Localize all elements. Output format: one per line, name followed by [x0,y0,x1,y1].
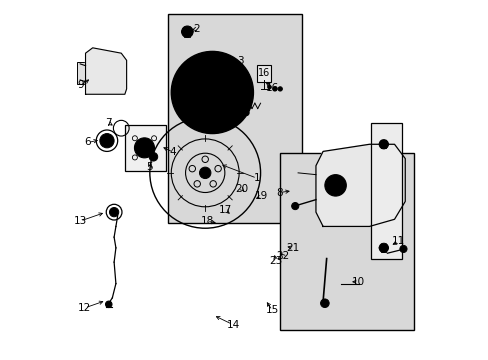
Text: 9: 9 [78,80,84,90]
Text: 19: 19 [255,191,268,201]
Text: 21: 21 [285,243,299,253]
Circle shape [149,153,157,161]
Bar [167,14,301,223]
Text: 14: 14 [226,320,239,330]
Circle shape [243,110,248,116]
Circle shape [291,203,298,210]
Text: 16: 16 [265,83,279,93]
Text: 23: 23 [269,256,282,266]
Circle shape [378,243,387,252]
Text: 10: 10 [351,277,365,287]
Circle shape [272,87,276,91]
Circle shape [109,207,119,217]
Text: 16: 16 [257,68,269,78]
Text: 6: 6 [84,138,91,148]
Circle shape [328,179,341,192]
Bar [370,123,401,258]
Text: 20: 20 [235,184,248,194]
Circle shape [399,246,406,252]
Polygon shape [85,48,126,94]
Circle shape [227,72,233,77]
Polygon shape [315,144,405,226]
Circle shape [199,167,210,179]
Circle shape [324,175,346,196]
Bar [77,62,85,84]
Text: 15: 15 [265,305,279,315]
Bar [280,153,413,330]
Bar [257,64,270,82]
Circle shape [278,87,282,91]
Text: 2: 2 [193,24,199,34]
Text: 8: 8 [276,188,282,198]
Circle shape [224,69,235,80]
Circle shape [267,85,271,89]
Circle shape [105,301,112,307]
Text: 12: 12 [78,303,91,313]
Circle shape [181,26,193,37]
Circle shape [320,299,328,307]
Text: 5: 5 [146,162,153,172]
Text: 4: 4 [169,147,176,157]
Text: 13: 13 [73,216,87,226]
Text: 17: 17 [219,205,232,215]
Text: 18: 18 [200,216,213,226]
Text: 3: 3 [237,56,244,66]
Text: 1: 1 [253,173,260,183]
Circle shape [134,138,154,158]
Bar [89,62,123,89]
Bar [124,125,165,171]
Circle shape [171,51,253,134]
Circle shape [100,134,114,148]
Text: 7: 7 [105,118,112,128]
Text: 22: 22 [276,251,289,261]
Circle shape [378,140,387,149]
Text: 11: 11 [391,237,405,247]
Circle shape [197,77,227,108]
